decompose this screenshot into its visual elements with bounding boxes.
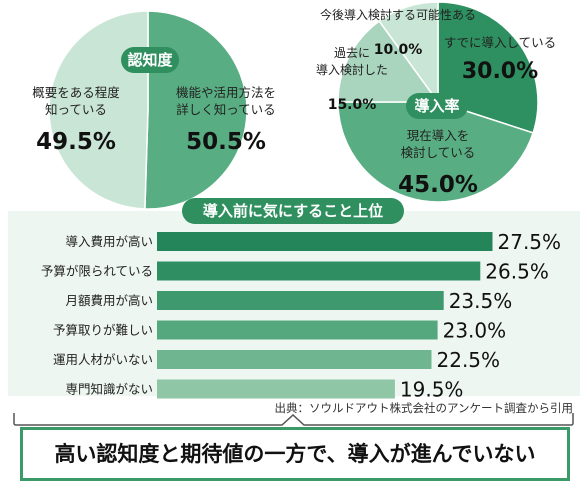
bar-category-label-1: 予算が限られている [41, 264, 153, 279]
badge-top-concerns: 導入前に気にすること上位 [182, 198, 404, 224]
bar-chart: 導入費用が高い 27.5% 予算が限られている 26.5% 月額費用が高い 23.5% 予算… [41, 230, 562, 401]
adoption-pie-label-2-line-1: 導入検討した [316, 62, 388, 77]
bar-value-label-4: 22.5% [437, 348, 501, 372]
adoption-pie-label-2-line-0: 過去に [334, 46, 370, 60]
bar-value-label-3: 23.0% [443, 319, 507, 343]
bar-category-label-2: 月額費用が高い [65, 293, 153, 308]
badge-awareness: 認知度 [121, 47, 179, 73]
adoption-pie-label-1-line-0: 現在導入を [407, 128, 470, 143]
bar-value-label-0: 27.5% [498, 230, 562, 254]
bar-category-label-3: 予算取りが難しい [53, 323, 153, 338]
adoption-pie-slice-2 [337, 20, 440, 103]
awareness-pie-label-0-line-0: 機能や活用方法を [176, 85, 276, 100]
bar-5 [157, 379, 395, 399]
bar-1 [157, 261, 481, 281]
adoption-pie-label-1-line-1: 検討している [401, 145, 476, 160]
bar-category-label-4: 運用人材がいない [53, 352, 153, 367]
adoption-pie-value-3: 10.0% [374, 42, 423, 58]
adoption-pie-value-1: 45.0% [398, 172, 478, 198]
bar-value-label-2: 23.5% [449, 289, 513, 313]
awareness-pie-value-1: 49.5% [36, 129, 116, 155]
adoption-pie-label-0-line-0: すでに導入している [444, 35, 556, 50]
bar-4 [157, 350, 432, 369]
bar-3 [157, 320, 438, 340]
awareness-pie-label-1-line-1: 知っている [45, 102, 107, 117]
bar-2 [157, 291, 444, 310]
adoption-pie-value-0: 30.0% [462, 59, 538, 84]
bar-category-label-5: 専門知識がない [65, 382, 153, 397]
awareness-pie-value-0: 50.5% [186, 129, 266, 155]
adoption-pie-slice-3 [378, 1, 439, 105]
adoption-pie-slice-1 [337, 101, 535, 203]
awareness-pie-label-1-line-0: 概要をある程度 [32, 85, 120, 100]
conclusion-banner: 高い認知度と期待値の一方で、導入が進んでいない [20, 427, 570, 481]
awareness-pie-label-0-line-1: 詳しく知っている [176, 102, 275, 117]
adoption-pie-value-2: 15.0% [328, 97, 377, 113]
source-note: 出典：ソウルドアウト株式会社のアンケート調査から引用 [274, 401, 573, 415]
bar-value-label-1: 26.5% [485, 260, 549, 284]
adoption-pie-label-3-line-0: 今後導入検討する可能性ある [320, 7, 476, 22]
badge-adoption: 導入率 [406, 93, 468, 119]
bar-0 [157, 232, 493, 251]
bracket-divider [13, 413, 574, 426]
bar-category-label-0: 導入費用が高い [65, 234, 153, 249]
bar-value-label-5: 19.5% [400, 378, 464, 401]
